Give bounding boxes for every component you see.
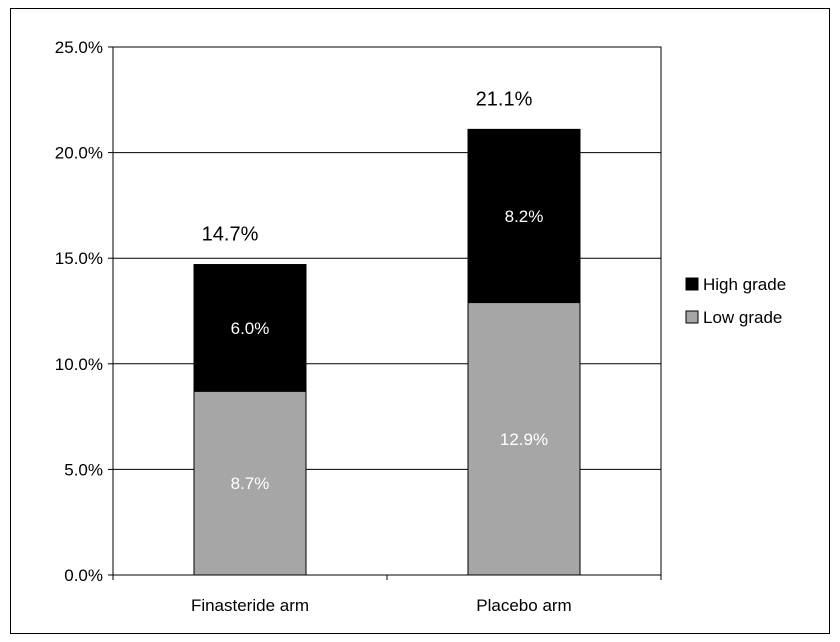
legend-label: High grade	[703, 275, 786, 294]
bar-segment	[193, 264, 307, 392]
data-label: 12.9%	[500, 430, 548, 449]
bar-segment	[467, 128, 581, 304]
legend-swatch	[685, 310, 699, 324]
data-label: 8.2%	[505, 207, 544, 226]
bar-segment	[467, 302, 581, 576]
y-tick-label: 5.0%	[64, 460, 103, 479]
legend-swatch	[685, 277, 699, 291]
total-label: 14.7%	[202, 224, 259, 246]
data-label: 8.7%	[231, 474, 270, 493]
category-label: Finasteride arm	[191, 596, 309, 615]
y-tick-label: 25.0%	[55, 38, 103, 57]
data-label: 6.0%	[231, 319, 270, 338]
y-tick-label: 0.0%	[64, 566, 103, 585]
y-tick-label: 10.0%	[55, 355, 103, 374]
y-tick-label: 20.0%	[55, 144, 103, 163]
total-label: 21.1%	[476, 88, 533, 110]
legend-label: Low grade	[703, 308, 782, 327]
y-tick-label: 15.0%	[55, 249, 103, 268]
category-label: Placebo arm	[476, 596, 571, 615]
